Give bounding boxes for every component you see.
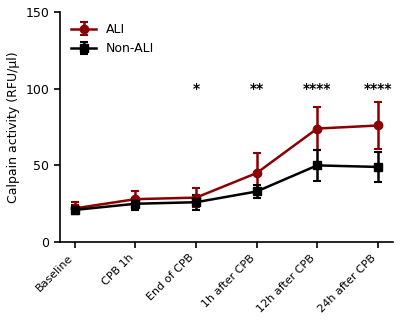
Legend: ALI, Non-ALI: ALI, Non-ALI [66,18,159,60]
Text: *: * [192,82,200,96]
Y-axis label: Calpain activity (RFU/µl): Calpain activity (RFU/µl) [7,51,20,203]
Text: **: ** [250,82,264,96]
Text: ****: **** [364,82,392,96]
Text: ****: **** [303,82,332,96]
